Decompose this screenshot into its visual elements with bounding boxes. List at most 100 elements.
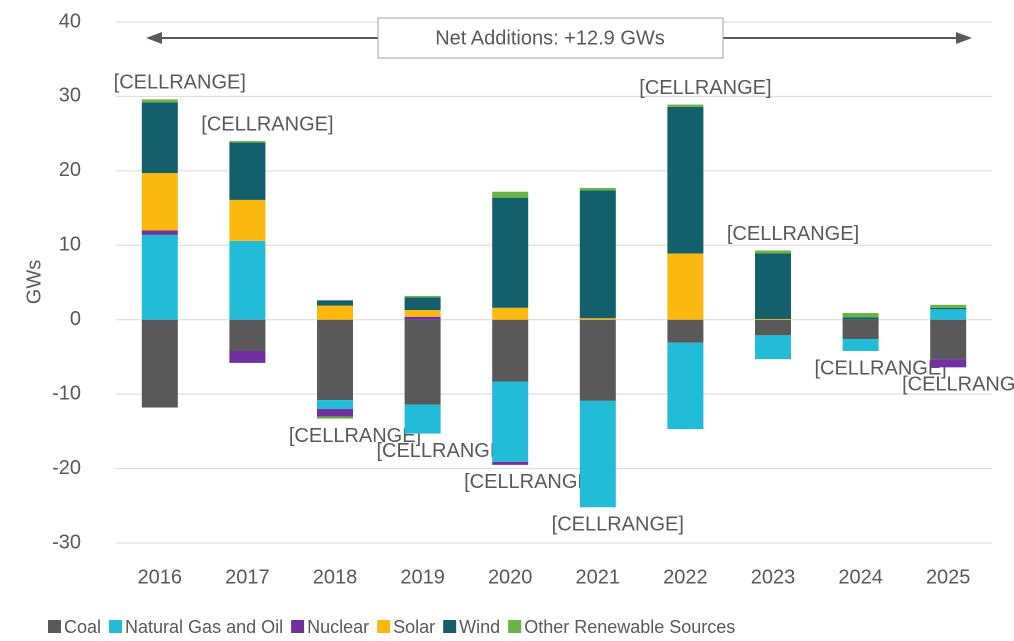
bar-segment xyxy=(141,102,178,174)
legend-label: Nuclear xyxy=(307,617,369,637)
bar-segment xyxy=(229,199,266,241)
bar-segment xyxy=(579,187,616,191)
data-label: [CELLRANGE] xyxy=(639,77,771,99)
arrow-head xyxy=(956,32,972,44)
y-tick-label: 0 xyxy=(70,308,81,330)
bar-segment xyxy=(404,316,441,320)
legend-swatch xyxy=(443,620,457,633)
bar-segment xyxy=(404,310,441,317)
bar-segment xyxy=(229,141,266,143)
bar-segment xyxy=(317,300,353,306)
arrow-head xyxy=(146,32,162,44)
bar-segment xyxy=(579,318,616,320)
legend-swatch xyxy=(48,620,61,633)
bar-segment xyxy=(229,142,266,200)
legend-swatch xyxy=(109,620,123,633)
bar-segment xyxy=(317,305,353,320)
legend-swatch xyxy=(508,620,522,633)
bar-segment xyxy=(141,173,178,231)
bar-segment xyxy=(755,319,791,336)
bar-segment xyxy=(755,253,791,319)
bar-segment xyxy=(579,400,616,508)
legend-label: Wind xyxy=(459,617,500,637)
data-label: [CELLRANGE] xyxy=(114,72,246,94)
data-label: [CELLRANGE] xyxy=(201,113,333,135)
bar-segment xyxy=(492,381,529,462)
bar-segment xyxy=(842,339,879,351)
legend-label: Natural Gas and Oil xyxy=(125,617,283,637)
data-label: [CELLRANGE] xyxy=(727,223,859,245)
bar-segment xyxy=(229,319,266,351)
legend-swatch xyxy=(291,620,305,633)
bar-segment xyxy=(404,297,441,311)
bar-segment xyxy=(930,307,967,310)
y-tick-label: -10 xyxy=(52,382,81,404)
bar-segment xyxy=(667,342,704,430)
legend-swatch xyxy=(377,620,391,633)
legend-label: Coal xyxy=(64,617,101,637)
annotation: Net Additions: +12.9 GWs xyxy=(146,17,972,59)
bar-segment xyxy=(141,99,178,103)
y-tick-label: -20 xyxy=(52,457,81,479)
bar-segment xyxy=(492,307,529,320)
bar-segment xyxy=(667,106,704,254)
x-tick-label: 2019 xyxy=(400,566,445,588)
bar-segment xyxy=(842,317,879,320)
bar-segment xyxy=(141,319,178,408)
bar-segment xyxy=(229,240,266,320)
bar-segment xyxy=(492,461,529,465)
bar-segment xyxy=(930,359,967,368)
bar-segment xyxy=(141,230,178,235)
bar-segment xyxy=(842,319,879,340)
bar-segment xyxy=(317,409,353,417)
bar-segment xyxy=(579,190,616,319)
bar-segment xyxy=(317,319,353,401)
bar-segment xyxy=(667,253,704,320)
x-tick-label: 2018 xyxy=(313,566,358,588)
data-label: [CELLRANGE] xyxy=(376,440,508,462)
bar-segment xyxy=(667,104,704,107)
legend-label: Other Renewable Sources xyxy=(524,617,735,637)
y-axis-label: GWs xyxy=(23,260,45,304)
annotation-box xyxy=(377,17,724,59)
bar-segment xyxy=(930,304,967,308)
bar-segment xyxy=(404,404,441,434)
bar-segment xyxy=(930,309,967,320)
x-tick-label: 2016 xyxy=(138,566,183,588)
bar-segment xyxy=(842,313,879,318)
data-label: [CELLRANGE] xyxy=(902,374,1014,396)
bar-segment xyxy=(317,416,353,419)
data-label: [CELLRANGE] xyxy=(552,514,684,536)
x-tick-label: 2022 xyxy=(663,566,708,588)
bar-segment xyxy=(930,319,967,360)
x-tick-label: 2023 xyxy=(751,566,796,588)
bar-segment xyxy=(755,318,791,320)
x-tick-label: 2017 xyxy=(225,566,270,588)
bar-segment xyxy=(755,250,791,254)
bar-segment xyxy=(492,197,529,308)
y-tick-label: 30 xyxy=(59,85,81,107)
y-tick-label: 40 xyxy=(59,10,81,32)
bar-segment xyxy=(229,350,266,363)
bar-segment xyxy=(404,295,441,298)
legend-label: Solar xyxy=(393,617,435,637)
bar-segment xyxy=(492,191,529,198)
bar-segment xyxy=(755,335,791,360)
x-tick-label: 2024 xyxy=(838,566,883,588)
y-tick-label: -30 xyxy=(52,531,81,553)
x-tick-label: 2020 xyxy=(488,566,533,588)
data-label: [CELLRANGE] xyxy=(289,425,421,447)
bar-segment xyxy=(317,400,353,410)
x-tick-label: 2021 xyxy=(576,566,621,588)
bar-segment xyxy=(492,319,529,382)
y-tick-label: 10 xyxy=(59,234,81,256)
bar-segment xyxy=(667,319,704,343)
y-tick-label: 20 xyxy=(59,159,81,181)
data-label: [CELLRANGE] xyxy=(814,357,946,379)
bar-segment xyxy=(404,319,441,405)
data-label: [CELLRANGE] xyxy=(464,471,596,493)
bar-segment xyxy=(579,319,616,401)
annotation-text: Net Additions: +12.9 GWs xyxy=(435,27,665,49)
bar-segment xyxy=(141,234,178,320)
